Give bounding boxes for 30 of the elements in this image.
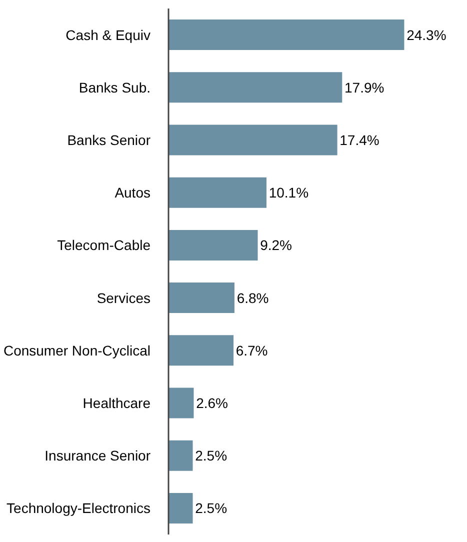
bar bbox=[168, 230, 258, 260]
data-label: 6.7% bbox=[236, 342, 268, 358]
bar bbox=[168, 440, 193, 471]
y-tick-label: Consumer Non-Cyclical bbox=[3, 342, 151, 358]
bar bbox=[168, 388, 194, 418]
y-tick-label: Services bbox=[96, 290, 151, 306]
bar bbox=[168, 20, 404, 50]
data-label: 2.5% bbox=[195, 500, 228, 516]
data-label: 9.2% bbox=[260, 237, 292, 254]
y-tick-label: Banks Sub. bbox=[78, 79, 151, 96]
bar bbox=[168, 282, 234, 314]
bar bbox=[168, 124, 338, 156]
data-label: 2.6% bbox=[196, 395, 228, 411]
data-label: 10.1% bbox=[268, 184, 309, 201]
bar bbox=[168, 177, 266, 208]
y-tick-label: Telecom-Cable bbox=[57, 237, 151, 254]
y-tick-label: Insurance Senior bbox=[44, 448, 151, 464]
bar bbox=[168, 492, 193, 524]
data-label: 2.5% bbox=[195, 448, 228, 464]
y-tick-label: Banks Senior bbox=[67, 132, 151, 148]
bar bbox=[168, 72, 342, 103]
data-label: 6.8% bbox=[236, 290, 269, 306]
y-tick-label: Autos bbox=[114, 184, 151, 201]
data-label: 24.3% bbox=[406, 26, 446, 43]
y-tick-label: Healthcare bbox=[82, 395, 151, 411]
y-tick-label: Cash & Equiv bbox=[66, 26, 151, 43]
data-label: 17.4% bbox=[340, 132, 380, 148]
bar bbox=[168, 335, 234, 366]
y-tick-label: Technology-Electronics bbox=[6, 500, 151, 516]
data-label: 17.9% bbox=[344, 79, 384, 96]
